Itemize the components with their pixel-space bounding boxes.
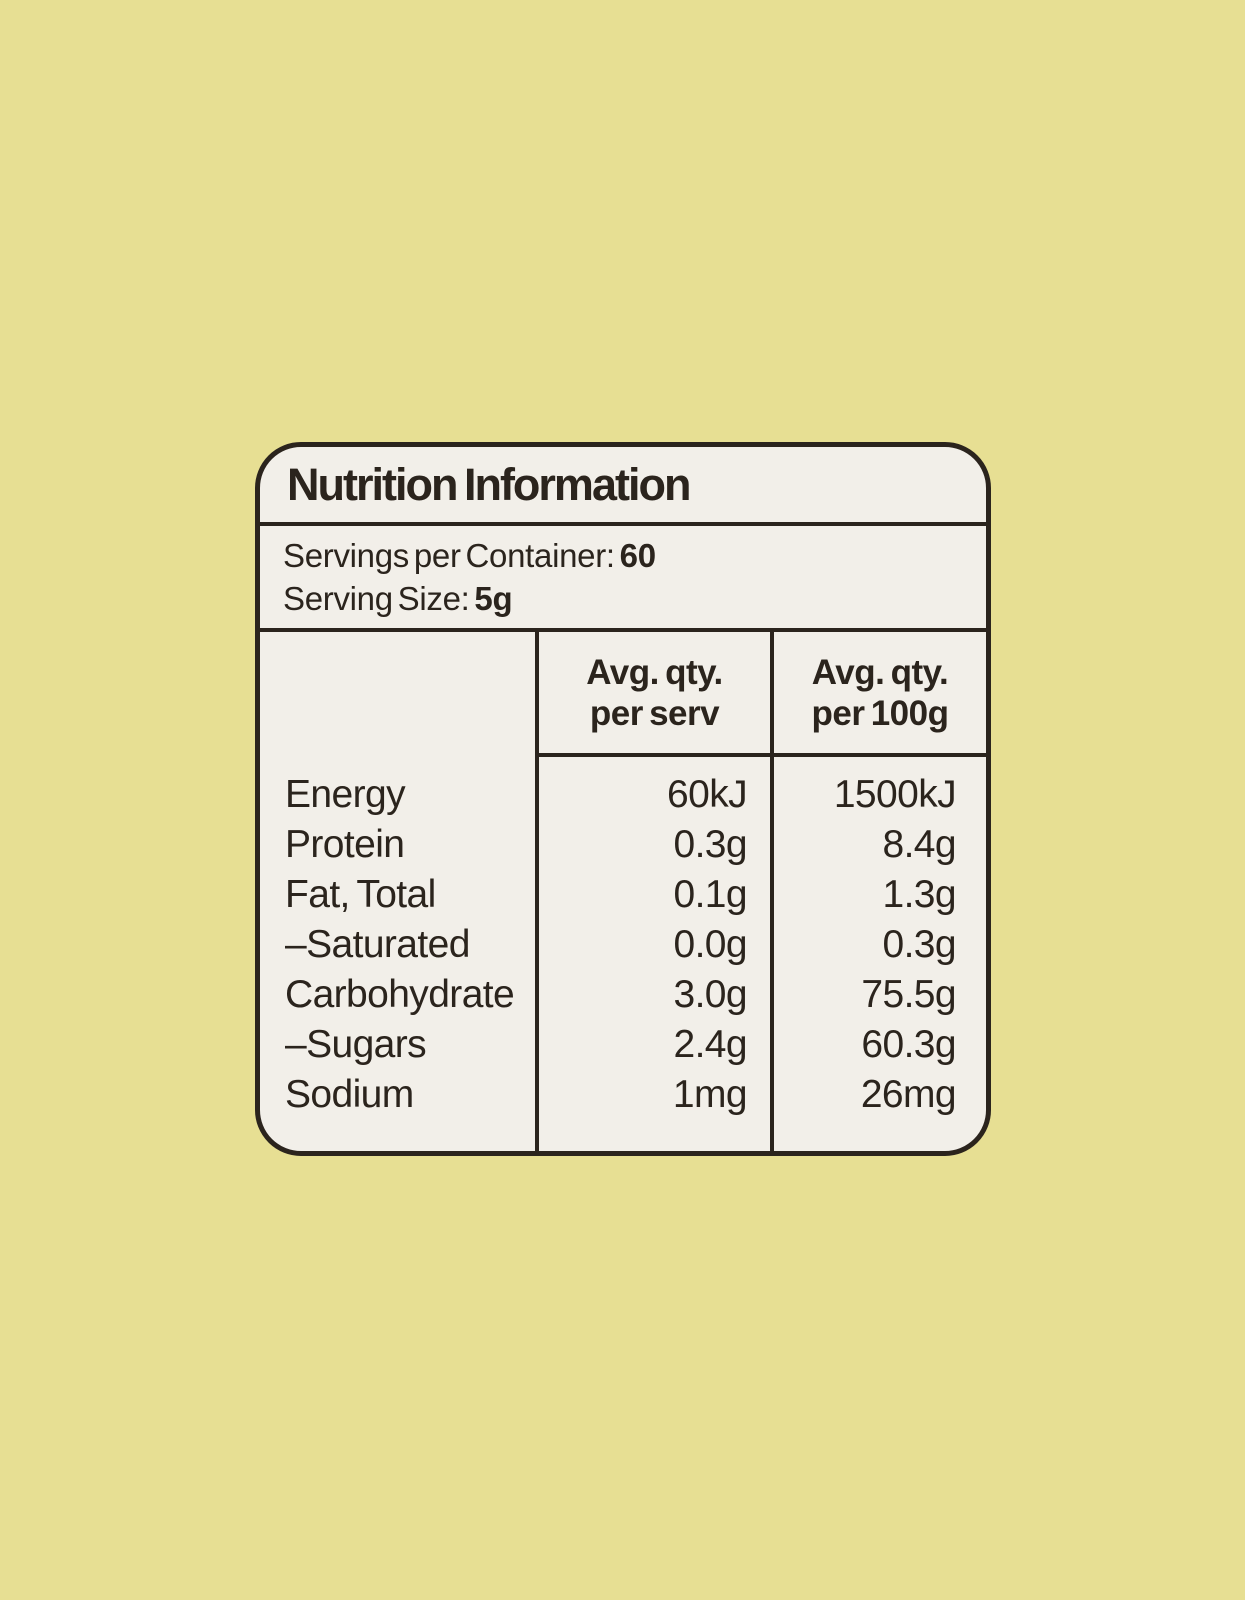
nutrient-name: Carbohydrate (285, 973, 515, 1016)
serving-size-value: 5g (474, 580, 513, 617)
nutrient-name: Energy (285, 773, 406, 816)
value-per-100g: 0.3g (882, 923, 956, 966)
serving-size-label: Serving Size: (283, 580, 470, 617)
nutrient-name: –Sugars (285, 1023, 427, 1066)
value-per-100g: 1500kJ (833, 773, 957, 816)
panel-title: Nutrition Information (287, 458, 691, 510)
per-100g-header: Avg. qty. per 100g (774, 632, 986, 757)
per-serv-header: Avg. qty. per serv (539, 632, 770, 757)
serving-size-line: Serving Size: 5g (283, 577, 966, 620)
per-100g-header-line1: Avg. qty. (811, 652, 949, 692)
nutrient-name: Fat, Total (285, 873, 436, 916)
value-per-serv: 0.0g (673, 923, 747, 966)
value-per-serv: 0.1g (673, 873, 747, 916)
servings-per-container-label: Servings per Container: (283, 537, 615, 574)
nutrients-header-spacer (260, 632, 535, 757)
column-nutrients: Energy Protein Fat, Total –Saturated Car… (260, 632, 535, 1151)
per-100g-rows: 1500kJ 8.4g 1.3g 0.3g 75.5g 60.3g 26mg (774, 757, 986, 1120)
per-serv-header-line2: per serv (589, 693, 720, 733)
nutrient-name: Protein (285, 823, 405, 866)
per-100g-header-line2: per 100g (811, 693, 949, 733)
value-per-serv: 60kJ (667, 773, 748, 816)
panel-header: Nutrition Information (260, 447, 986, 526)
value-per-serv: 0.3g (673, 823, 747, 866)
value-per-100g: 75.5g (861, 973, 956, 1016)
nutrition-panel: Nutrition Information Servings per Conta… (255, 442, 991, 1156)
per-serv-header-line1: Avg. qty. (586, 652, 723, 692)
column-per-100g: Avg. qty. per 100g 1500kJ 8.4g 1.3g 0.3g… (770, 632, 986, 1151)
column-per-serv: Avg. qty. per serv 60kJ 0.3g 0.1g 0.0g 3… (535, 632, 770, 1151)
value-per-serv: 2.4g (673, 1023, 747, 1066)
nutrient-name-rows: Energy Protein Fat, Total –Saturated Car… (260, 757, 535, 1120)
value-per-100g: 1.3g (882, 873, 956, 916)
value-per-100g: 60.3g (861, 1023, 956, 1066)
value-per-100g: 26mg (860, 1073, 957, 1116)
servings-section: Servings per Container: 60 Serving Size:… (260, 526, 986, 632)
nutrition-table: Energy Protein Fat, Total –Saturated Car… (260, 632, 986, 1151)
servings-per-container-value: 60 (619, 537, 656, 574)
value-per-serv: 3.0g (673, 973, 747, 1016)
value-per-100g: 8.4g (882, 823, 956, 866)
per-serv-rows: 60kJ 0.3g 0.1g 0.0g 3.0g 2.4g 1mg (539, 757, 770, 1120)
servings-per-container-line: Servings per Container: 60 (283, 534, 966, 577)
value-per-serv: 1mg (672, 1073, 748, 1116)
nutrient-name: –Saturated (285, 923, 470, 966)
nutrient-name: Sodium (285, 1073, 414, 1116)
